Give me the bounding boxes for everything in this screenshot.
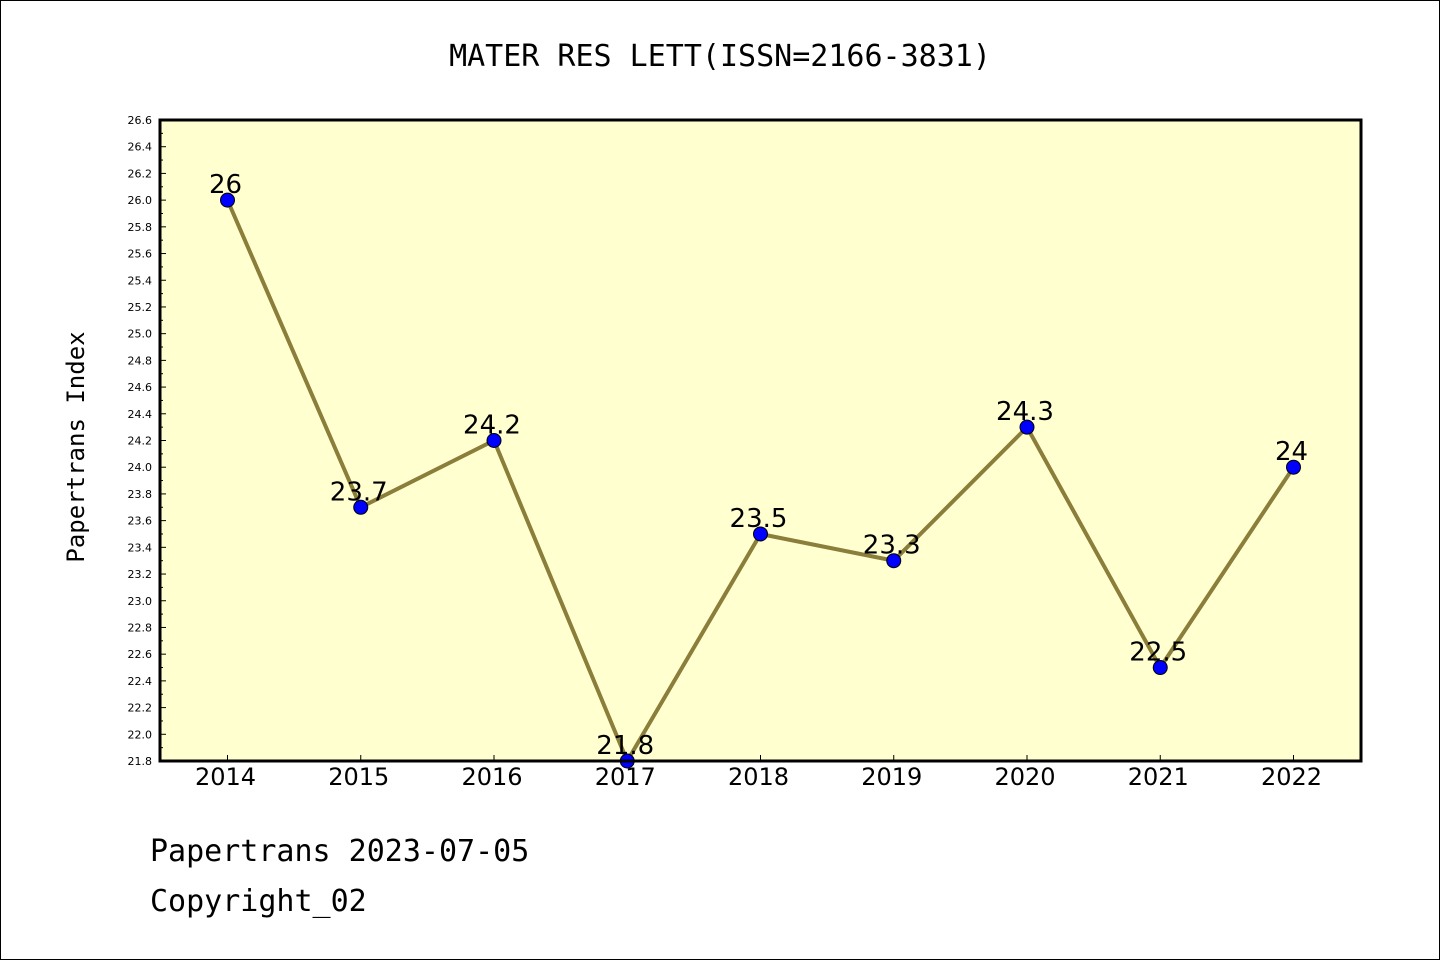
y-tick-label: 25.2 (128, 301, 153, 314)
data-point (353, 499, 369, 515)
data-label: 23.5 (730, 504, 788, 534)
series-group: 26 23.7 24.2 21.8 23.5 23.3 24.3 22.5 24 (209, 170, 1308, 769)
data-label: 22.5 (1129, 638, 1187, 668)
y-tick-label: 22.4 (128, 675, 153, 688)
x-tick-label: 2018 (728, 763, 789, 791)
y-tick-label: 25.0 (128, 328, 153, 341)
y-tick-label: 26.4 (128, 141, 153, 154)
data-point (486, 433, 502, 448)
y-tick-label: 23.8 (128, 488, 153, 501)
x-tick-label: 2022 (1261, 763, 1322, 791)
x-tick-label: 2016 (461, 763, 522, 791)
y-tick-label: 26.6 (128, 114, 153, 127)
chart-title: MATER RES LETT(ISSN=2166-3831) (449, 39, 991, 74)
data-label: 24.2 (463, 411, 521, 441)
y-tick-label: 26.0 (128, 194, 153, 207)
y-tick-label: 22.8 (128, 621, 153, 634)
x-tick-label: 2021 (1128, 763, 1189, 791)
y-tick-label: 24.6 (128, 381, 153, 394)
x-ticks: 2014 2015 2016 2017 2018 2019 2020 2021 2022 (195, 755, 1322, 791)
y-tick-label: 22.0 (128, 728, 153, 741)
data-label: 21.8 (596, 731, 654, 761)
y-tick-label: 23.4 (128, 541, 153, 554)
y-tick-label: 25.8 (128, 221, 153, 234)
y-tick-label: 22.2 (128, 702, 153, 715)
y-tick-label: 25.4 (128, 274, 153, 287)
data-point (753, 526, 768, 542)
footer-copyright: Copyright_02 (150, 884, 367, 919)
y-tick-label: 23.0 (128, 595, 153, 608)
y-tick-label: 26.2 (128, 167, 153, 180)
y-tick-label: 24.0 (128, 461, 153, 474)
x-tick-label: 2015 (328, 763, 389, 791)
x-tick-label: 2019 (861, 763, 922, 791)
data-label: 24 (1275, 437, 1308, 467)
y-ticks: 21.8 22.0 22.2 22.4 22.6 22.8 23.0 23.2 23.4 23.6… (128, 114, 166, 768)
footer-date: Papertrans 2023-07-05 (150, 834, 530, 869)
y-tick-label: 24.4 (128, 408, 153, 421)
data-label: 23.3 (863, 531, 921, 561)
plot-border (158, 118, 1363, 763)
x-tick-label: 2014 (195, 763, 256, 791)
y-axis-label: Papertrans Index (62, 331, 90, 562)
data-point (220, 192, 235, 208)
data-point (1152, 660, 1168, 676)
y-tick-label: 23.6 (128, 515, 153, 528)
x-tick-label: 2020 (994, 763, 1055, 791)
y-tick-label: 24.2 (128, 435, 153, 448)
y-tick-label: 25.6 (128, 248, 153, 261)
data-label: 26 (209, 170, 242, 200)
y-tick-label: 23.2 (128, 568, 153, 581)
data-point (886, 553, 902, 569)
data-point (1019, 419, 1035, 435)
plot-area (160, 120, 1361, 761)
y-tick-label: 22.6 (128, 648, 153, 661)
data-label: 23.7 (330, 477, 388, 507)
y-tick-label: 24.8 (128, 354, 153, 367)
y-tick-label: 21.8 (128, 755, 153, 768)
data-label: 24.3 (996, 397, 1054, 427)
data-point (1286, 459, 1301, 475)
